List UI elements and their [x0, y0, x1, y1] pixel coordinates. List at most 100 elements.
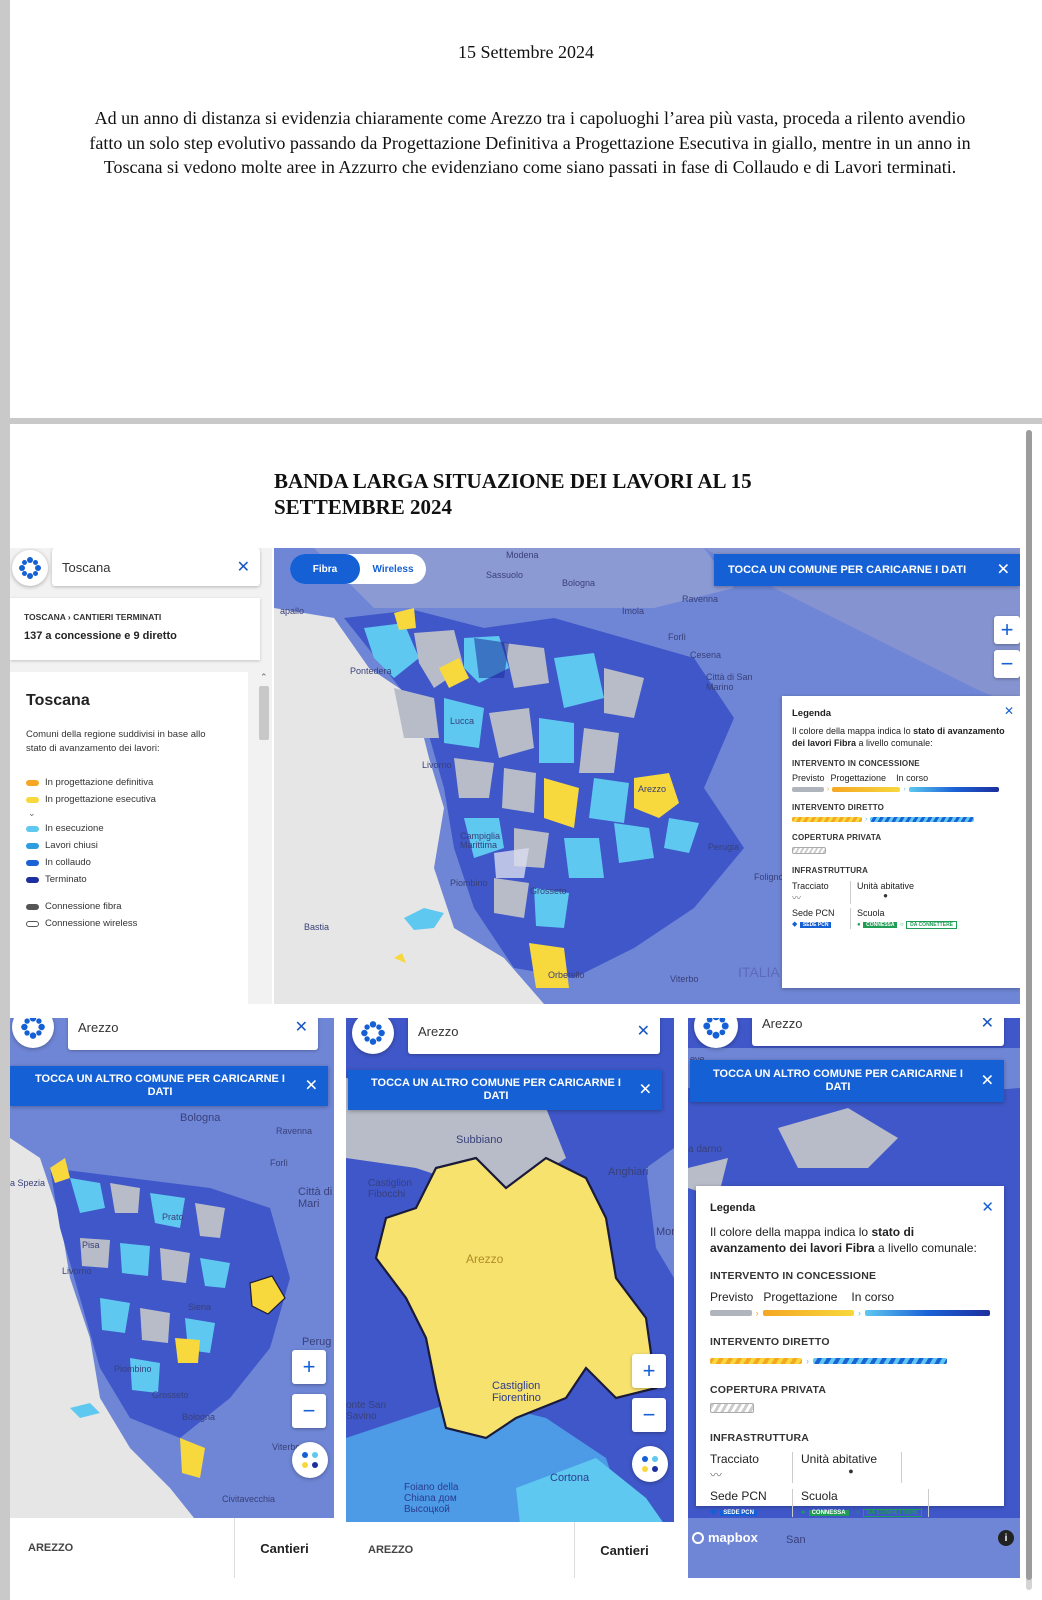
stats-value: 137 a concessione e 9 diretto — [24, 630, 177, 642]
arezzo-comune-shape — [374, 1156, 658, 1440]
close-legend-icon[interactable]: ✕ — [981, 1199, 994, 1216]
legend-scuola: Scuola ● CONNESSA ○ DA CONNETTERE — [850, 908, 958, 929]
search-input-s1[interactable]: Arezzo ✕ — [68, 1018, 318, 1050]
label-foligno: Foligno — [754, 872, 784, 882]
legend-tracciato-large: Tracciato 〰 — [710, 1452, 792, 1483]
search-input-s2[interactable]: Arezzo ✕ — [408, 1018, 660, 1054]
cantieri-tab-s2[interactable]: Cantieri — [574, 1522, 674, 1578]
label-cesena: Cesena — [690, 650, 722, 660]
label-livorno-s1: Livorno — [62, 1266, 92, 1276]
document-date: 15 Settembre 2024 — [458, 42, 594, 62]
label-anghiari-s2: Anghiari — [608, 1166, 649, 1178]
definitiva-swatch — [26, 779, 39, 786]
label-prato-s1: Prato — [162, 1212, 184, 1222]
label-grosseto: Grosseto — [530, 886, 567, 896]
legend-esecuzione: In esecuzione — [26, 820, 232, 837]
cantieri-tab-s1[interactable]: Cantieri — [234, 1518, 334, 1578]
zoom-out-button[interactable]: − — [994, 650, 1020, 678]
diretto-gradient-large: › — [710, 1356, 990, 1366]
label-foiano-s2: Foiano della Chiana дом Высоцкой — [404, 1482, 459, 1515]
arezzo-region-map[interactable] — [10, 1018, 334, 1578]
document-page-1: 15 Settembre 2024 Ad un anno di distanza… — [10, 0, 1042, 418]
wave-icon: 〰 — [710, 1468, 723, 1482]
close-banner-icon[interactable]: ✕ — [304, 1077, 318, 1095]
app-logo-button-s2[interactable] — [352, 1018, 394, 1054]
info-icon[interactable]: i — [998, 1530, 1014, 1546]
legend-diretto: INTERVENTO DIRETTO — [792, 803, 885, 812]
comune-name-s1: AREZZO — [28, 1542, 74, 1554]
label-eve-s3: eve — [690, 1054, 705, 1064]
layers-button-s2[interactable] — [632, 1446, 668, 1482]
legend-infra: INFRASTRUTTURA — [792, 866, 869, 875]
label-modena: Modena — [506, 550, 539, 560]
close-legend-icon[interactable]: ✕ — [1003, 704, 1014, 718]
label-lucca: Lucca — [450, 716, 475, 726]
legend-title: Legenda — [792, 708, 832, 719]
bottom-bar-s2: AREZZO Cantieri — [346, 1522, 674, 1578]
legend-esecutiva: In progettazione esecutiva — [26, 791, 232, 808]
label-arezzo-s2: Arezzo — [466, 1252, 504, 1266]
label-bologna-s1b: Bologna — [180, 1112, 221, 1124]
scroll-up-icon[interactable]: ⌃ — [260, 672, 268, 682]
layers-button-s1[interactable] — [292, 1442, 328, 1478]
network-tabs: Fibra Wireless — [290, 554, 426, 584]
clear-search-icon[interactable]: ✕ — [980, 1018, 994, 1032]
logo-icon — [361, 1021, 385, 1045]
close-banner-icon[interactable]: ✕ — [996, 561, 1010, 579]
banner-text-s1: TOCCA UN ALTRO COMUNE PER CARICARNE I DA… — [35, 1073, 285, 1098]
zoom-in-button-s1[interactable]: + — [292, 1350, 326, 1384]
legend-diretto-large: INTERVENTO DIRETTO — [710, 1336, 830, 1348]
zoom-out-button-s2[interactable]: − — [632, 1398, 666, 1432]
legend-title-large: Legenda — [710, 1202, 756, 1214]
label-ponte-s2: onte San Savino — [346, 1400, 387, 1422]
chevron-down-icon[interactable]: ⌄ — [28, 808, 36, 818]
label-forli-s1: Forlì — [270, 1158, 288, 1168]
close-banner-icon[interactable]: ✕ — [980, 1072, 994, 1090]
fibra-swatch — [26, 903, 39, 910]
clear-search-icon[interactable]: ✕ — [236, 559, 250, 576]
collaudo-swatch — [26, 859, 39, 866]
sidebar-scrollbar[interactable]: ⌃ — [256, 672, 272, 1004]
app-logo-button[interactable] — [12, 550, 48, 586]
search-input-s3[interactable]: Arezzo ✕ — [752, 1018, 1004, 1046]
label-civitavecchia-s1: Civitavecchia — [222, 1494, 276, 1504]
label-piombino-s1: Piombino — [114, 1364, 152, 1374]
tab-wireless[interactable]: Wireless — [372, 563, 414, 575]
mapbox-logo[interactable]: mapbox — [692, 1530, 758, 1545]
concessione-gradient: › › — [792, 786, 1010, 793]
zoom-out-button-s1[interactable]: − — [292, 1394, 326, 1428]
legend-chiusi: Lavori chiusi — [26, 837, 232, 854]
search-value-s2: Arezzo — [418, 1023, 459, 1039]
clear-search-icon[interactable]: ✕ — [294, 1019, 308, 1036]
dots-icon — [642, 1456, 658, 1472]
region-title: Toscana — [26, 692, 90, 709]
diretto-gradient: › — [792, 816, 1010, 823]
scrollbar-thumb[interactable] — [1026, 430, 1032, 1580]
stats-breadcrumb: TOSCANA › CANTIERI TERMINATI — [24, 612, 162, 622]
wireless-swatch — [26, 920, 39, 927]
label-siena-s1: Siena — [188, 1302, 212, 1312]
search-input[interactable]: Toscana ✕ — [52, 548, 260, 586]
label-spezia-s1: a Spezia — [10, 1178, 46, 1188]
close-banner-icon[interactable]: ✕ — [638, 1081, 652, 1099]
legend-description-large: Il colore della mappa indica lo stato di… — [710, 1225, 977, 1255]
legend-privata: COPERTURA PRIVATA — [792, 833, 882, 842]
clear-search-icon[interactable]: ✕ — [636, 1023, 650, 1040]
label-perugia-s1: Perug — [302, 1336, 332, 1348]
zoom-in-button-s2[interactable]: + — [632, 1354, 666, 1388]
heading-line-2: SETTEMBRE 2024 — [274, 495, 452, 519]
label-sassuolo: Sassuolo — [486, 570, 524, 580]
tab-fibra[interactable]: Fibra — [290, 554, 360, 584]
label-orbetello: Orbetello — [548, 970, 585, 980]
legend-fibra: Connessione fibra — [26, 898, 232, 915]
document-paragraph: Ad un anno di distanza si evidenzia chia… — [89, 108, 971, 177]
banner-text-s2: TOCCA UN ALTRO COMUNE PER CARICARNE I DA… — [371, 1077, 621, 1102]
zoom-in-button[interactable]: + — [994, 616, 1020, 644]
search-value: Toscana — [62, 559, 111, 575]
legend-detail-screenshot: eve a darno Arezzo ✕ TOCCA UN ALTRO COMU… — [688, 1018, 1020, 1578]
banner-text: TOCCA UN COMUNE PER CARICARNE I DATI — [728, 563, 967, 576]
terminato-swatch — [26, 876, 39, 883]
region-info-panel: Toscana Comuni della regione suddivisi i… — [10, 672, 248, 1004]
sidebar-scroll-thumb[interactable] — [259, 686, 269, 740]
logo-icon — [21, 1018, 45, 1039]
